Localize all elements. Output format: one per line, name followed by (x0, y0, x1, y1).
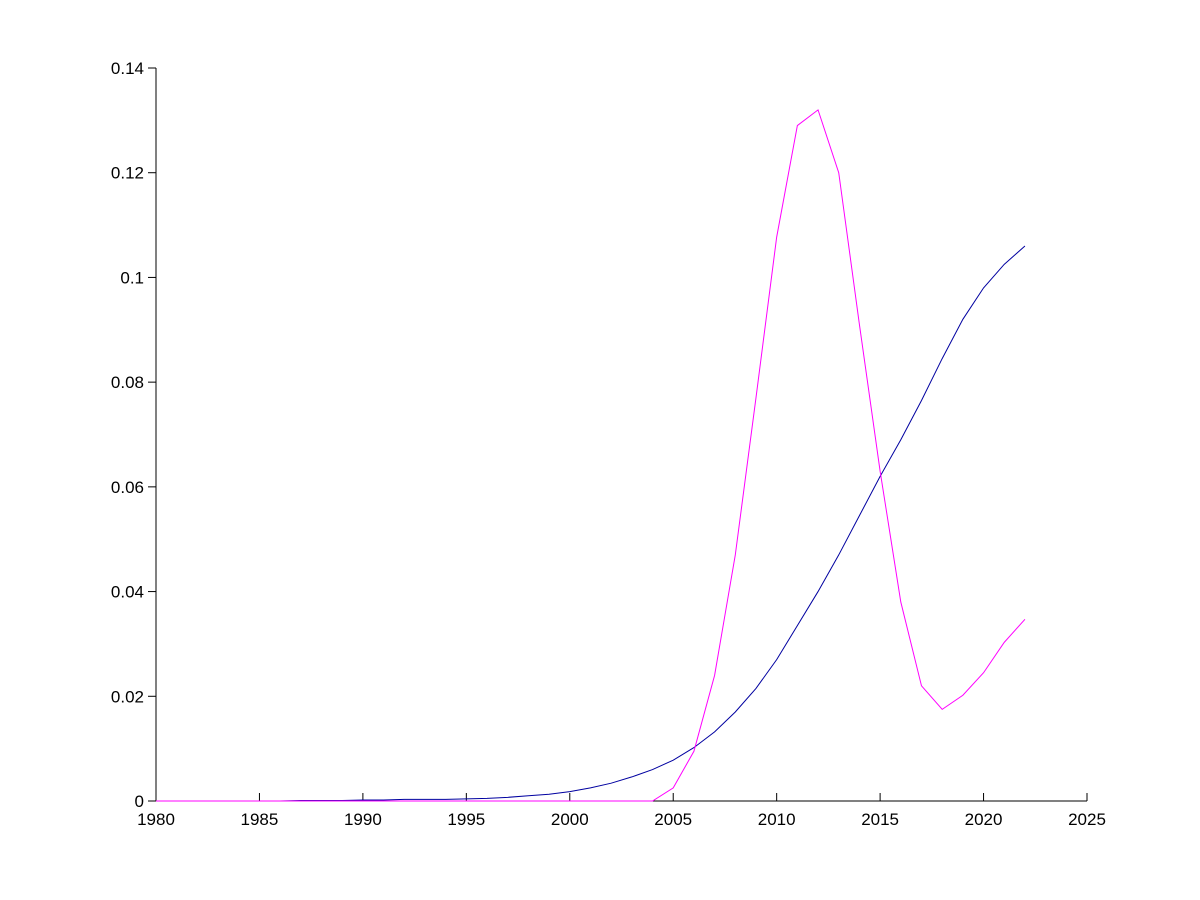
x-tick-label: 2015 (861, 810, 899, 829)
x-tick-label: 2005 (654, 810, 692, 829)
x-tick-label: 2025 (1068, 810, 1106, 829)
y-tick-label: 0.1 (120, 268, 144, 287)
y-tick-label: 0.04 (111, 583, 144, 602)
y-tick-label: 0.06 (111, 478, 144, 497)
x-tick-label: 1980 (137, 810, 175, 829)
y-tick-label: 0.12 (111, 164, 144, 183)
x-tick-label: 1995 (447, 810, 485, 829)
y-tick-label: 0 (135, 792, 144, 811)
line-series (156, 245, 1026, 802)
x-tick-label: 2010 (758, 810, 796, 829)
x-tick-label: 1985 (241, 810, 279, 829)
line-series (156, 109, 1026, 802)
x-tick-label: 1990 (344, 810, 382, 829)
y-tick-label: 0.08 (111, 373, 144, 392)
y-tick-label: 0.02 (111, 687, 144, 706)
x-tick-label: 2000 (551, 810, 589, 829)
y-tick-label: 0.14 (111, 59, 144, 78)
x-tick-label: 2020 (965, 810, 1003, 829)
